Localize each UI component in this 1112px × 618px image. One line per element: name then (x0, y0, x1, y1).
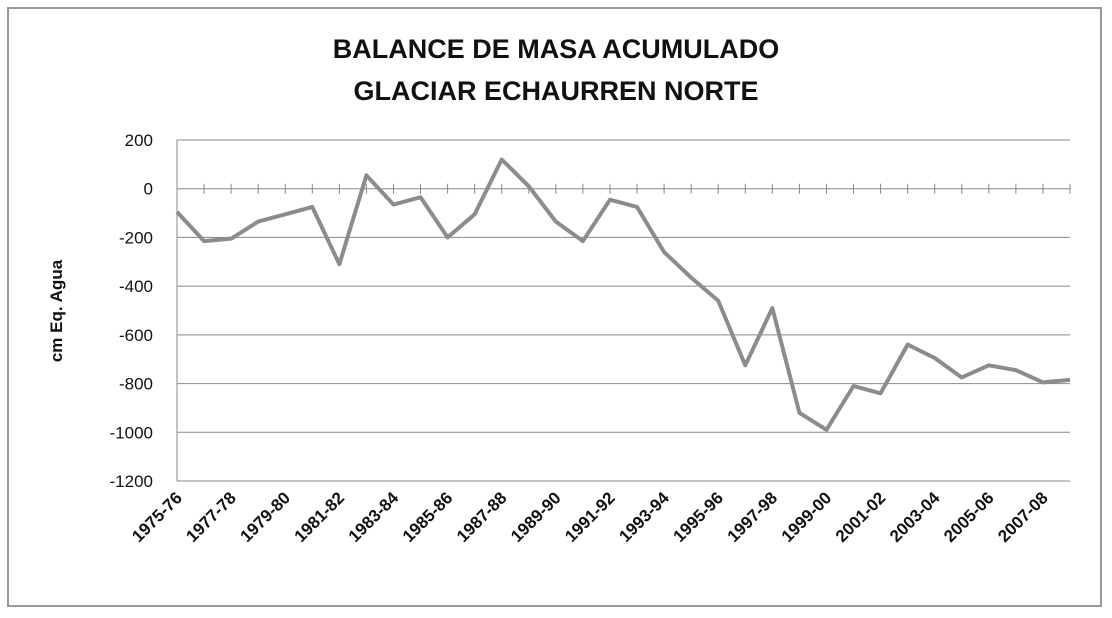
y-tick-label: -1000 (110, 423, 153, 442)
y-tick-label: -200 (119, 228, 153, 247)
y-tick-label: 0 (144, 180, 153, 199)
y-tick-label: 200 (125, 131, 153, 150)
y-tick-label: -400 (119, 277, 153, 296)
y-tick-label: -600 (119, 326, 153, 345)
y-tick-label: -1200 (110, 472, 153, 491)
chart-title: GLACIAR ECHAURREN NORTE (354, 76, 759, 106)
y-tick-label: -800 (119, 375, 153, 394)
chart-frame (7, 7, 1102, 607)
y-axis-label: cm Eq. Agua (47, 259, 66, 362)
data-line (175, 157, 1071, 432)
chart-title: BALANCE DE MASA ACUMULADO (333, 34, 779, 64)
